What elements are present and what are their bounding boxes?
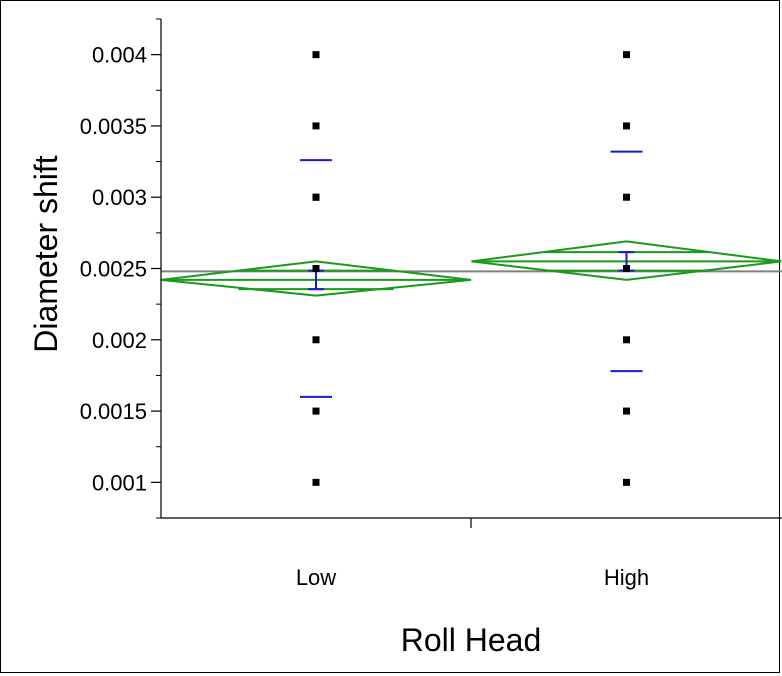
- x-tick-label: Low: [296, 565, 336, 590]
- data-point: [623, 478, 630, 486]
- data-point: [623, 193, 630, 201]
- y-tick-label: 0.0025: [80, 257, 147, 282]
- data-point: [312, 51, 320, 59]
- x-axis-title: Roll Head: [401, 622, 542, 658]
- y-tick-label: 0.004: [92, 43, 147, 68]
- plot-area: [160, 51, 782, 486]
- data-point: [312, 265, 320, 272]
- y-tick-label: 0.0015: [80, 399, 147, 424]
- data-point: [623, 122, 630, 130]
- x-tick-label: High: [604, 565, 649, 590]
- data-point: [312, 336, 320, 344]
- group-high: [471, 51, 782, 486]
- data-point: [312, 122, 320, 130]
- y-axis: 0.001 0.0015 0.002 0.0025 0.003 0.0035 0.004: [80, 18, 162, 519]
- data-point: [312, 193, 320, 201]
- y-tick-label: 0.002: [92, 328, 147, 353]
- data-point: [312, 478, 320, 486]
- data-point: [623, 407, 630, 415]
- data-point: [312, 407, 320, 415]
- y-tick-label: 0.0035: [80, 114, 147, 139]
- data-point: [623, 336, 630, 344]
- y-tick-label: 0.003: [92, 185, 147, 210]
- data-point: [623, 265, 630, 272]
- data-point: [623, 51, 630, 59]
- group-low: [160, 51, 472, 486]
- y-tick-label: 0.001: [92, 470, 147, 495]
- y-axis-title: Diameter shift: [28, 155, 64, 353]
- x-axis: Low High: [161, 517, 782, 590]
